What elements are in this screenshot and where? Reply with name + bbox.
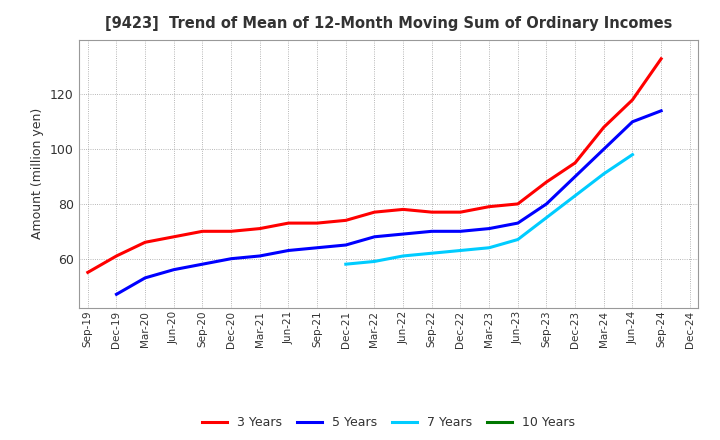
5 Years [370,234,379,239]
5 Years [141,275,150,281]
5 Years [169,267,178,272]
7 Years [571,193,580,198]
5 Years [256,253,264,259]
3 Years [657,56,665,62]
Title: [9423]  Trend of Mean of 12-Month Moving Sum of Ordinary Incomes: [9423] Trend of Mean of 12-Month Moving … [105,16,672,32]
3 Years [600,125,608,130]
7 Years [542,215,551,220]
3 Years [628,97,636,103]
Line: 3 Years: 3 Years [88,59,661,272]
7 Years [428,251,436,256]
3 Years [513,201,522,206]
3 Years [341,218,350,223]
5 Years [485,226,493,231]
7 Years [341,261,350,267]
7 Years [513,237,522,242]
Line: 7 Years: 7 Years [346,154,632,264]
3 Years [370,209,379,215]
5 Years [571,174,580,179]
3 Years [84,270,92,275]
3 Years [485,204,493,209]
Legend: 3 Years, 5 Years, 7 Years, 10 Years: 3 Years, 5 Years, 7 Years, 10 Years [202,416,575,429]
3 Years [227,229,235,234]
7 Years [485,245,493,250]
3 Years [284,220,293,226]
3 Years [141,240,150,245]
5 Years [284,248,293,253]
3 Years [571,160,580,165]
5 Years [600,147,608,152]
3 Years [112,253,121,259]
5 Years [198,261,207,267]
5 Years [428,229,436,234]
5 Years [456,229,465,234]
7 Years [600,171,608,176]
3 Years [312,220,321,226]
7 Years [370,259,379,264]
7 Years [456,248,465,253]
5 Years [341,242,350,248]
3 Years [542,180,551,185]
7 Years [628,152,636,157]
Y-axis label: Amount (million yen): Amount (million yen) [31,108,44,239]
Line: 5 Years: 5 Years [117,111,661,294]
5 Years [657,108,665,114]
3 Years [198,229,207,234]
5 Years [628,119,636,125]
3 Years [256,226,264,231]
3 Years [169,234,178,239]
3 Years [456,209,465,215]
7 Years [399,253,408,259]
5 Years [112,292,121,297]
5 Years [542,201,551,206]
3 Years [399,207,408,212]
5 Years [312,245,321,250]
5 Years [399,231,408,237]
5 Years [227,256,235,261]
3 Years [428,209,436,215]
5 Years [513,220,522,226]
